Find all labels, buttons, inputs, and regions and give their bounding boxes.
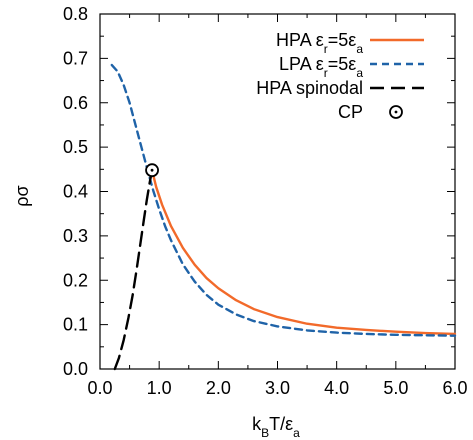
- legend-label-1: LPA εr=5εa: [279, 54, 363, 80]
- legend-label-main: LPA ε: [279, 54, 324, 74]
- x-axis-label-text: kBT/εa: [252, 414, 300, 440]
- x-tick-label: 3.0: [265, 378, 290, 398]
- legend-label-sub2: a: [356, 66, 363, 80]
- x-tick-label: 4.0: [324, 378, 349, 398]
- y-tick-label: 0.4: [63, 182, 88, 202]
- marker-layer: [145, 163, 159, 178]
- legend-label-mid: =5ε: [328, 30, 357, 50]
- y-tick-label: 0.0: [63, 359, 88, 379]
- series-line-0: [150, 168, 457, 336]
- x-tick-label: 0.0: [87, 378, 112, 398]
- legend-label-2: HPA spinodal: [256, 78, 363, 98]
- series-line-2: [113, 168, 154, 371]
- y-tick-labels: 0.0 0.1 0.2 0.3 0.4 0.5 0.6 0.7 0.8: [63, 4, 88, 379]
- series-lines: [110, 63, 457, 371]
- y-axis-label-main: ρσ: [12, 185, 32, 206]
- series-line-1: [110, 63, 457, 337]
- legend-label-sub1: r: [324, 42, 328, 56]
- x-tick-label: 1.0: [147, 378, 172, 398]
- x-axis-label-main: k: [252, 414, 262, 434]
- cp-marker-dot: [150, 168, 154, 172]
- x-axis-label: kBT/εa: [252, 414, 300, 440]
- x-tick-label: 5.0: [383, 378, 408, 398]
- legend-label-3: CP: [338, 102, 363, 122]
- y-axis-label-text: ρσ: [12, 185, 32, 206]
- legend-label-0: HPA εr=5εa: [276, 30, 363, 56]
- legend-label-sub1: r: [324, 66, 328, 80]
- y-tick-label: 0.5: [63, 137, 88, 157]
- x-tick-label: 2.0: [206, 378, 231, 398]
- y-tick-label: 0.6: [63, 93, 88, 113]
- x-axis-label-sub2: a: [293, 426, 300, 440]
- x-axis-label-mid: T/ε: [269, 414, 293, 434]
- x-tick-marks: [99, 14, 456, 369]
- legend-label-mid: =5ε: [328, 54, 357, 74]
- y-tick-label: 0.8: [63, 4, 88, 24]
- legend-label-sub2: a: [356, 42, 363, 56]
- legend-cp-marker-dot: [394, 110, 398, 114]
- y-tick-label: 0.7: [63, 48, 88, 68]
- x-tick-label: 6.0: [442, 378, 467, 398]
- y-tick-label: 0.2: [63, 270, 88, 290]
- y-tick-label: 0.1: [63, 315, 88, 335]
- x-axis-label-sub: B: [261, 426, 269, 440]
- y-axis-label: ρσ: [12, 185, 32, 206]
- y-tick-label: 0.3: [63, 226, 88, 246]
- y-tick-marks: [100, 13, 455, 370]
- x-tick-labels: 0.0 1.0 2.0 3.0 4.0 5.0 6.0: [87, 378, 467, 398]
- legend-label-main: HPA ε: [276, 30, 324, 50]
